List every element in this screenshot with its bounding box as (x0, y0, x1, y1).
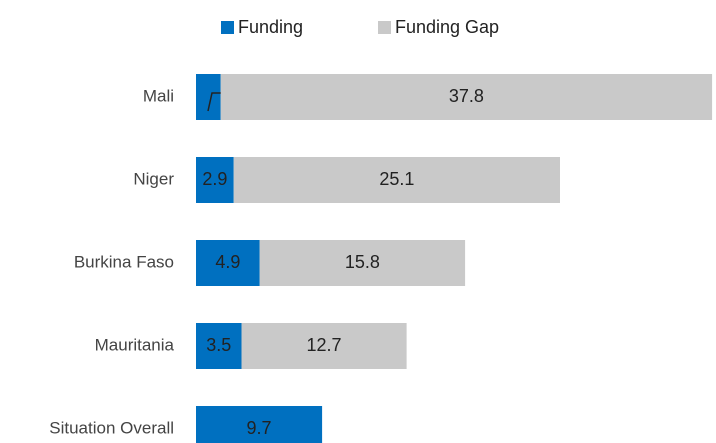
category-label: Mali (143, 86, 174, 105)
value-label: 3.5 (206, 335, 231, 355)
category-label: Niger (133, 169, 174, 188)
value-label: 4.9 (215, 252, 240, 272)
bar-segment (196, 240, 260, 286)
category-label: Mauritania (95, 335, 175, 354)
bar-segment (196, 157, 234, 203)
bar-segment (259, 240, 466, 286)
bar-segment (196, 74, 221, 120)
value-label: 9.7 (247, 418, 272, 438)
bar-segment (196, 323, 242, 369)
legend-label: Funding (238, 17, 303, 37)
bar-segment (241, 323, 407, 369)
legend-swatch (378, 21, 391, 34)
value-label: 12.7 (307, 335, 342, 355)
value-label: 15.8 (345, 252, 380, 272)
category-label: Situation Overall (49, 418, 174, 437)
bar-segment (220, 74, 713, 120)
value-label: 37.8 (449, 86, 484, 106)
value-label: 25.1 (379, 169, 414, 189)
bar-segment (233, 157, 560, 203)
category-label: Burkina Faso (74, 252, 174, 271)
bar-segment (196, 406, 323, 443)
legend-swatch (221, 21, 234, 34)
value-label: 2.9 (202, 169, 227, 189)
legend-label: Funding Gap (395, 17, 499, 37)
